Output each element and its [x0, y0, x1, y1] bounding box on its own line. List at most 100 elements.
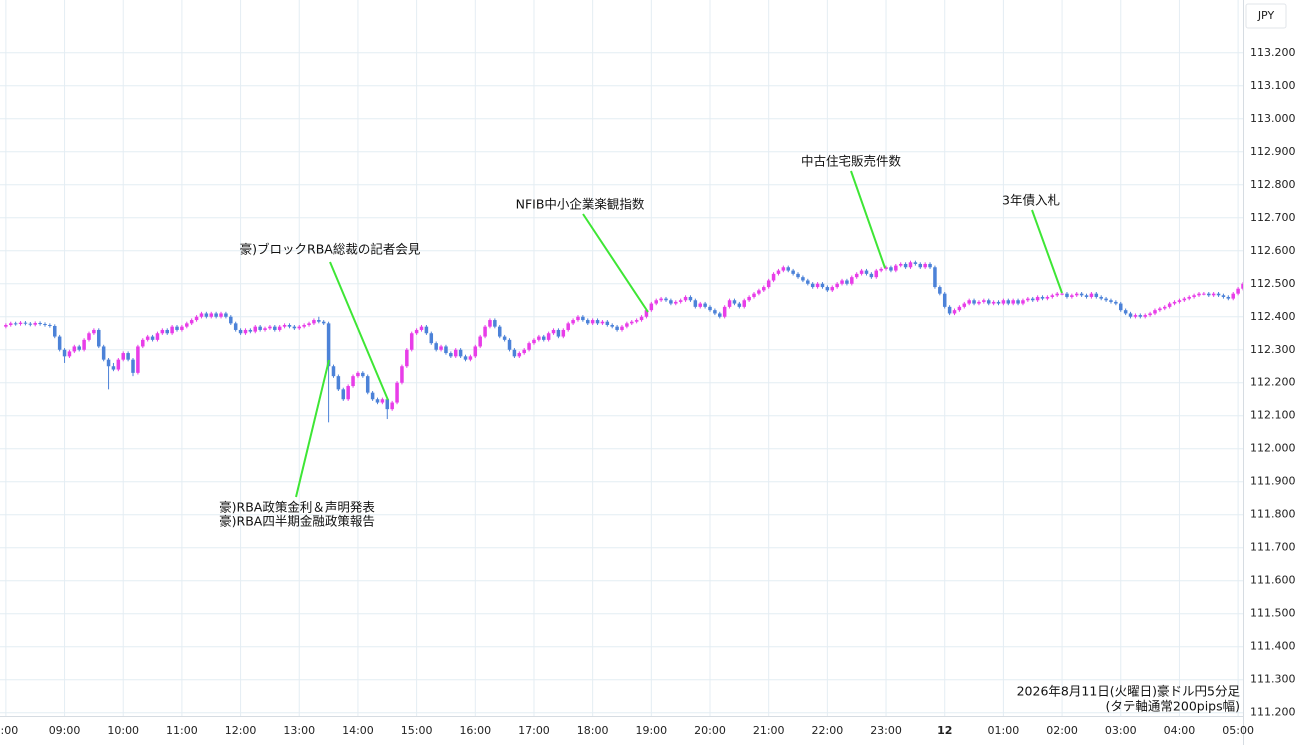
candle-body	[1104, 298, 1108, 301]
candle-body	[546, 333, 551, 340]
candle-body	[33, 323, 37, 325]
candle-body	[53, 325, 57, 337]
candle-body	[1055, 293, 1059, 296]
x-tick-label: 8:00	[0, 724, 18, 737]
candle-body	[625, 323, 629, 327]
y-tick-label: 111.900	[1250, 475, 1296, 488]
candle-body	[595, 320, 600, 324]
candle-body	[1021, 300, 1025, 304]
candle-body	[551, 329, 556, 334]
annotation-leader	[850, 170, 886, 269]
candle-body	[351, 376, 355, 387]
candle-body	[136, 346, 140, 373]
x-tick-label: 11:00	[166, 724, 198, 737]
candle-body	[713, 310, 717, 314]
x-tick-label: 01:00	[988, 724, 1020, 737]
candle-body	[258, 326, 262, 330]
candle-body	[1026, 298, 1030, 301]
candle-body	[923, 263, 927, 268]
y-tick-label: 112.900	[1250, 145, 1296, 158]
annotation-text: 豪)ブロックRBA総裁の記者会見	[240, 242, 421, 257]
candle-body	[908, 262, 913, 268]
candle-body	[1035, 296, 1040, 301]
candle-body	[356, 372, 360, 377]
candle-body	[243, 329, 248, 334]
candle-body	[967, 300, 971, 304]
candle-body	[864, 270, 869, 274]
candle-body	[1202, 293, 1206, 295]
candle-body	[458, 349, 463, 357]
y-tick-label: 111.200	[1250, 706, 1296, 719]
candle-body	[141, 339, 145, 347]
candle-body	[1148, 313, 1152, 316]
candle-body	[982, 300, 986, 302]
x-tick-label: 13:00	[283, 724, 315, 737]
candle-body	[806, 280, 810, 284]
candle-body	[111, 366, 116, 370]
y-tick-label: 111.600	[1250, 574, 1296, 587]
y-tick-label: 113.000	[1250, 112, 1296, 125]
candle-body	[8, 323, 13, 326]
candle-body	[1074, 293, 1079, 296]
y-tick-label: 112.500	[1250, 277, 1296, 290]
candle-body	[1089, 293, 1094, 297]
candle-body	[321, 321, 326, 324]
annotations: 豪)ブロックRBA総裁の記者会見豪)RBA政策金利＆声明発表豪)RBA四半期金融…	[219, 154, 1063, 529]
candle-body	[473, 346, 478, 357]
candle-body	[101, 346, 106, 360]
y-tick-label: 112.300	[1250, 343, 1296, 356]
candle-body	[248, 329, 253, 332]
candle-body	[478, 336, 482, 347]
candle-body	[453, 349, 458, 357]
annotation-leader	[582, 213, 649, 313]
y-tick-label: 111.400	[1250, 640, 1296, 653]
candle-body	[527, 343, 531, 350]
candle-body	[1241, 283, 1243, 289]
candle-body	[361, 372, 365, 377]
candle-body	[449, 353, 453, 357]
candle-body	[879, 268, 883, 271]
candle-body	[718, 313, 722, 317]
candle-body	[1128, 313, 1133, 317]
candle-body	[610, 325, 614, 327]
candle-body	[810, 283, 815, 288]
candle-body	[233, 323, 238, 330]
candle-body	[1094, 293, 1099, 297]
y-tick-label: 112.800	[1250, 178, 1296, 191]
candle-body	[67, 351, 72, 357]
candle-body	[1109, 300, 1113, 302]
y-tick-label: 112.600	[1250, 244, 1296, 257]
candle-body	[1226, 296, 1231, 299]
candle-body	[1192, 295, 1196, 297]
candle-body	[1099, 296, 1103, 299]
candle-body	[962, 303, 967, 307]
candle-body	[840, 280, 844, 284]
candle-body	[375, 399, 380, 403]
grid	[0, 0, 1243, 716]
candle-body	[219, 313, 223, 317]
candle-body	[370, 392, 375, 400]
candle-body	[693, 300, 698, 307]
candle-body	[850, 277, 854, 284]
candle-body	[238, 329, 243, 334]
candle-body	[869, 273, 874, 278]
candle-body	[502, 336, 507, 340]
candle-body	[87, 333, 91, 340]
candle-body	[468, 356, 473, 360]
candle-body	[77, 346, 81, 350]
candle-body	[224, 313, 228, 317]
annotation-text: 3年債入札	[1002, 193, 1060, 208]
x-tick-label: 22:00	[812, 724, 844, 737]
candle-body	[1207, 293, 1211, 296]
candle-body	[194, 316, 199, 321]
candle-body	[253, 326, 258, 332]
candle-body	[180, 326, 184, 330]
candle-body	[1221, 295, 1226, 297]
candle-body	[654, 300, 658, 304]
candle-body	[287, 325, 292, 327]
candle-body	[517, 353, 522, 357]
candle-body	[576, 316, 580, 321]
candle-body	[634, 320, 639, 322]
candle-body	[131, 359, 135, 373]
candle-body	[23, 322, 28, 324]
